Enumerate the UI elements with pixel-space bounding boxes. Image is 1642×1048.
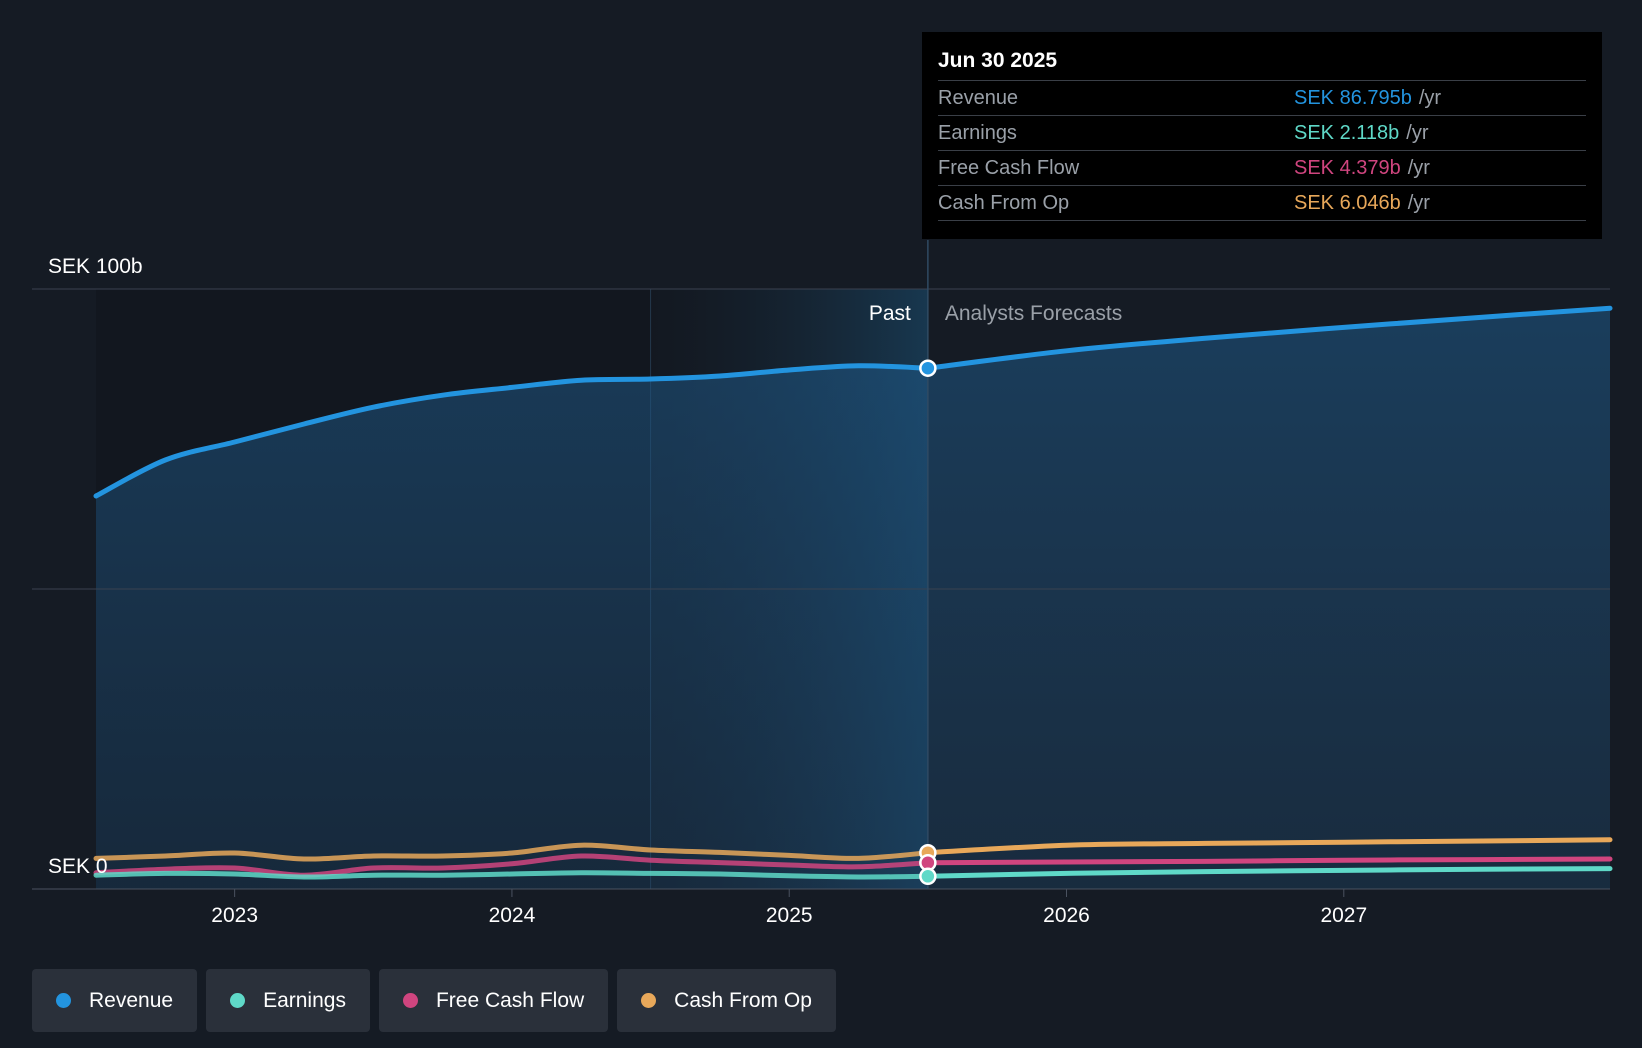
cash-from-op-forecast-line <box>925 837 1613 856</box>
tooltip-row-value: SEK 86.795b <box>1294 86 1412 109</box>
tooltip-row-label: Earnings <box>938 121 1017 144</box>
earnings-point <box>919 867 937 886</box>
past-label: Past <box>869 302 911 325</box>
legend-item-free-cash-flow[interactable]: Free Cash Flow <box>378 969 609 1032</box>
revenue-point <box>919 359 937 377</box>
x-tick-label: 2025 <box>766 904 813 927</box>
y-label-bottom: SEK 0 <box>48 855 108 878</box>
legend-label: Free Cash Flow <box>435 988 585 1012</box>
legend-dot-icon <box>56 993 71 1008</box>
x-tick-label: 2027 <box>1320 904 1367 927</box>
legend-item-revenue[interactable]: Revenue <box>32 969 198 1032</box>
revenue-area <box>96 308 1610 889</box>
tooltip-row-unit: /yr <box>1406 121 1429 144</box>
x-tick-label: 2026 <box>1043 904 1090 927</box>
cash-from-op-past-line <box>93 842 931 862</box>
free-cash-flow-past-line <box>93 853 931 878</box>
free-cash-flow-forecast-line <box>925 856 1613 866</box>
tooltip-row: Earnings SEK 2.118b/yr <box>938 115 1586 150</box>
y-label-top: SEK 100b <box>48 255 143 278</box>
tooltip-row-value: SEK 2.118b <box>1294 121 1400 144</box>
tooltip-row-unit: /yr <box>1407 191 1430 214</box>
legend-item-earnings[interactable]: Earnings <box>206 969 370 1032</box>
legend: Revenue Earnings Free Cash Flow Cash From O… <box>32 969 836 1032</box>
tooltip-row-label: Cash From Op <box>938 191 1070 214</box>
tooltip-date: Jun 30 2025 <box>938 49 1058 72</box>
legend-label: Revenue <box>89 988 174 1012</box>
revenue-forecast-line <box>925 305 1613 371</box>
revenue-past-line <box>93 363 931 499</box>
tooltip-row-value: SEK 4.379b <box>1294 156 1401 179</box>
x-tick-label: 2023 <box>211 904 258 927</box>
tooltip-row: Free Cash Flow SEK 4.379b/yr <box>938 150 1586 185</box>
legend-item-cash-from-op[interactable]: Cash From Op <box>617 969 836 1032</box>
legend-dot-icon <box>230 993 246 1008</box>
tooltip-row-label: Revenue <box>938 86 1019 109</box>
legend-label: Earnings <box>263 988 346 1012</box>
legend-dot-icon <box>402 993 418 1008</box>
legend-dot-icon <box>641 993 657 1008</box>
tooltip-row-label: Free Cash Flow <box>938 156 1080 179</box>
earnings-forecast-line <box>925 866 1613 879</box>
tooltip: Jun 30 2025 Revenue SEK 86.795b/yr Earning… <box>922 32 1602 239</box>
earnings-past-line <box>93 870 931 880</box>
tooltip-row: Cash From Op SEK 6.046b/yr <box>938 185 1586 221</box>
tooltip-row-unit: /yr <box>1407 156 1430 179</box>
forecast-label: Analysts Forecasts <box>945 302 1122 325</box>
tooltip-row: Revenue SEK 86.795b/yr <box>938 80 1586 115</box>
legend-label: Cash From Op <box>674 988 812 1012</box>
tooltip-row-value: SEK 6.046b <box>1294 191 1401 214</box>
x-tick-label: 2024 <box>489 904 536 927</box>
tooltip-row-unit: /yr <box>1418 86 1442 109</box>
